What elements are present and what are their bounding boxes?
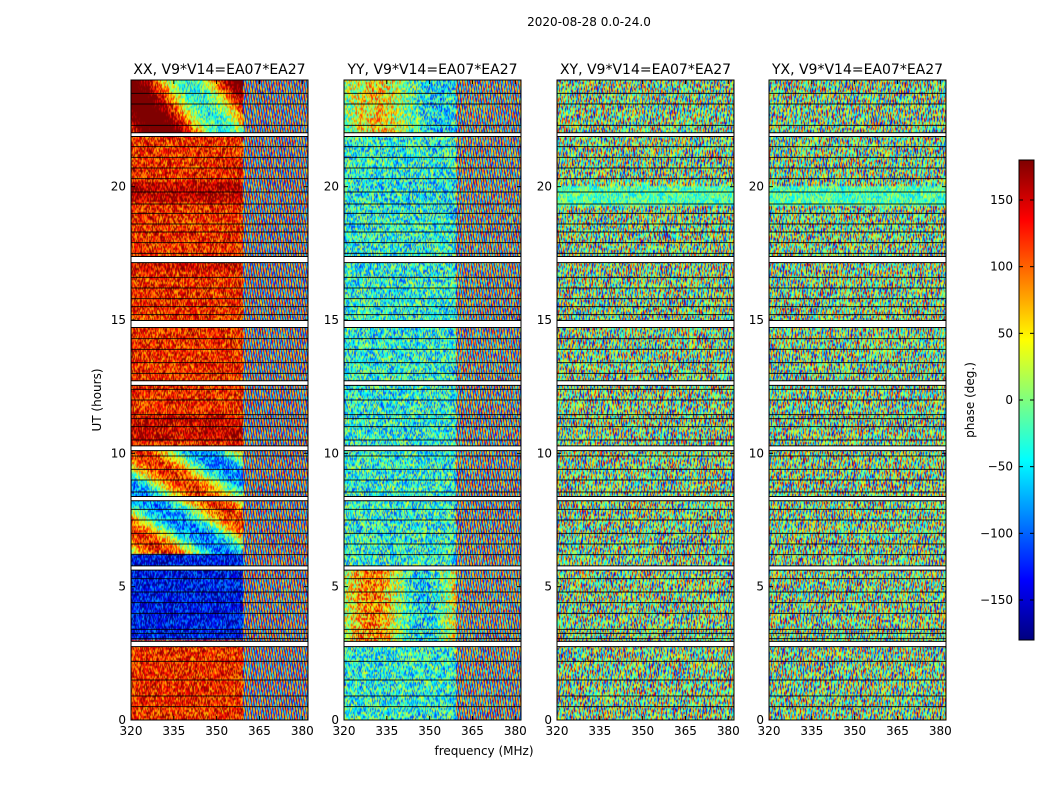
data-gap <box>344 256 521 263</box>
data-gap <box>557 380 734 386</box>
y-tick-label: 15 <box>537 313 552 327</box>
y-tick-label: 5 <box>331 580 339 594</box>
x-tick-label: 380 <box>929 724 952 738</box>
y-tick-label: 15 <box>749 313 764 327</box>
panel-yx: YX, V9*V14=EA07*EA27 320 335 350 365 380 0 5 10 1… <box>749 62 952 738</box>
data-gap <box>557 445 734 451</box>
y-tick-label: 0 <box>331 713 339 727</box>
data-gap <box>131 445 308 451</box>
data-gap <box>131 256 308 263</box>
y-axis-label: UT (hours) <box>90 368 104 431</box>
y-tick-label: 20 <box>111 180 126 194</box>
panel-xy: XY, V9*V14=EA07*EA27 320 335 350 365 380 0 5 10 1… <box>537 62 740 738</box>
data-gap <box>344 641 521 647</box>
data-gap <box>769 445 946 451</box>
y-tick-label: 5 <box>544 580 552 594</box>
panel-yy: YY, V9*V14=EA07*EA27 320 335 350 365 380 0 5 10 1… <box>324 62 534 758</box>
data-gap <box>769 132 946 137</box>
data-gap <box>344 496 521 501</box>
x-tick-label: 350 <box>205 724 228 738</box>
colorbar-tick-label: −150 <box>980 593 1013 607</box>
x-tick-label: 335 <box>800 724 823 738</box>
data-gap <box>131 496 308 501</box>
x-tick-label: 320 <box>333 724 356 738</box>
data-gap <box>769 320 946 328</box>
panels: XX, V9*V14=EA07*EA27 320 335 350 365 380 0 5 10 1… <box>90 62 952 758</box>
axes-frame <box>768 79 947 721</box>
x-tick-label: 365 <box>248 724 271 738</box>
data-gap <box>131 565 308 571</box>
y-tick-label: 10 <box>111 446 126 460</box>
data-gap <box>769 496 946 501</box>
data-gap <box>344 380 521 386</box>
panel-title: YX, V9*V14=EA07*EA27 <box>771 62 943 78</box>
data-gap <box>769 641 946 647</box>
data-gap <box>769 565 946 571</box>
y-tick-label: 20 <box>749 180 764 194</box>
figure-title: 2020-08-28 0.0-24.0 <box>527 15 651 29</box>
colorbar-tick-label: −100 <box>980 526 1013 540</box>
y-tick-label: 20 <box>537 180 552 194</box>
x-tick-label: 320 <box>120 724 143 738</box>
x-tick-label: 350 <box>418 724 441 738</box>
x-tick-label: 365 <box>461 724 484 738</box>
axes-frame <box>556 79 735 721</box>
data-gap <box>769 256 946 263</box>
data-gap <box>344 320 521 328</box>
colorbar-label: phase (deg.) <box>963 362 977 438</box>
panel-title: YY, V9*V14=EA07*EA27 <box>346 62 517 78</box>
data-gap <box>131 641 308 647</box>
x-tick-label: 380 <box>717 724 740 738</box>
data-gap <box>557 320 734 328</box>
y-tick-label: 0 <box>544 713 552 727</box>
y-tick-label: 0 <box>756 713 764 727</box>
x-tick-label: 320 <box>758 724 781 738</box>
colorbar-tick-label: 150 <box>990 193 1013 207</box>
panel-title: XX, V9*V14=EA07*EA27 <box>133 62 305 78</box>
x-tick-label: 365 <box>886 724 909 738</box>
y-tick-label: 10 <box>749 446 764 460</box>
panel-xx: XX, V9*V14=EA07*EA27 320 335 350 365 380 0 5 10 1… <box>90 62 314 738</box>
axes-frame <box>130 79 309 721</box>
colorbar-tick-label: 0 <box>1005 393 1013 407</box>
y-tick-label: 0 <box>118 713 126 727</box>
colorbar: 150 100 50 0 −50 −100 −150 phase (deg.) <box>963 159 1035 641</box>
data-gap <box>557 565 734 571</box>
y-tick-label: 5 <box>756 580 764 594</box>
colorbar-tick-label: 100 <box>990 260 1013 274</box>
y-tick-label: 20 <box>324 180 339 194</box>
x-tick-label: 320 <box>546 724 569 738</box>
x-axis-label: frequency (MHz) <box>434 744 533 758</box>
x-tick-label: 350 <box>631 724 654 738</box>
panel-title: XY, V9*V14=EA07*EA27 <box>560 62 731 78</box>
colorbar-ticks: 150 100 50 0 −50 −100 −150 <box>980 193 1034 607</box>
data-gap <box>344 132 521 137</box>
colorbar-tick-label: 50 <box>998 326 1013 340</box>
data-gap <box>131 132 308 137</box>
data-gap <box>557 132 734 137</box>
axes-frame <box>343 79 522 721</box>
data-gap <box>344 445 521 451</box>
x-tick-label: 380 <box>504 724 527 738</box>
y-tick-label: 15 <box>324 313 339 327</box>
colorbar-tick-label: −50 <box>988 460 1013 474</box>
x-tick-label: 365 <box>674 724 697 738</box>
x-tick-label: 335 <box>588 724 611 738</box>
y-tick-label: 10 <box>324 446 339 460</box>
data-gap <box>344 565 521 571</box>
data-gap <box>557 256 734 263</box>
data-gap <box>557 496 734 501</box>
x-tick-label: 335 <box>375 724 398 738</box>
x-tick-label: 380 <box>291 724 314 738</box>
x-tick-label: 350 <box>843 724 866 738</box>
y-tick-label: 15 <box>111 313 126 327</box>
data-gap <box>769 380 946 386</box>
y-tick-label: 5 <box>118 580 126 594</box>
data-gap <box>557 641 734 647</box>
data-gap <box>131 380 308 386</box>
y-tick-label: 10 <box>537 446 552 460</box>
x-tick-label: 335 <box>162 724 185 738</box>
data-gap <box>131 320 308 328</box>
